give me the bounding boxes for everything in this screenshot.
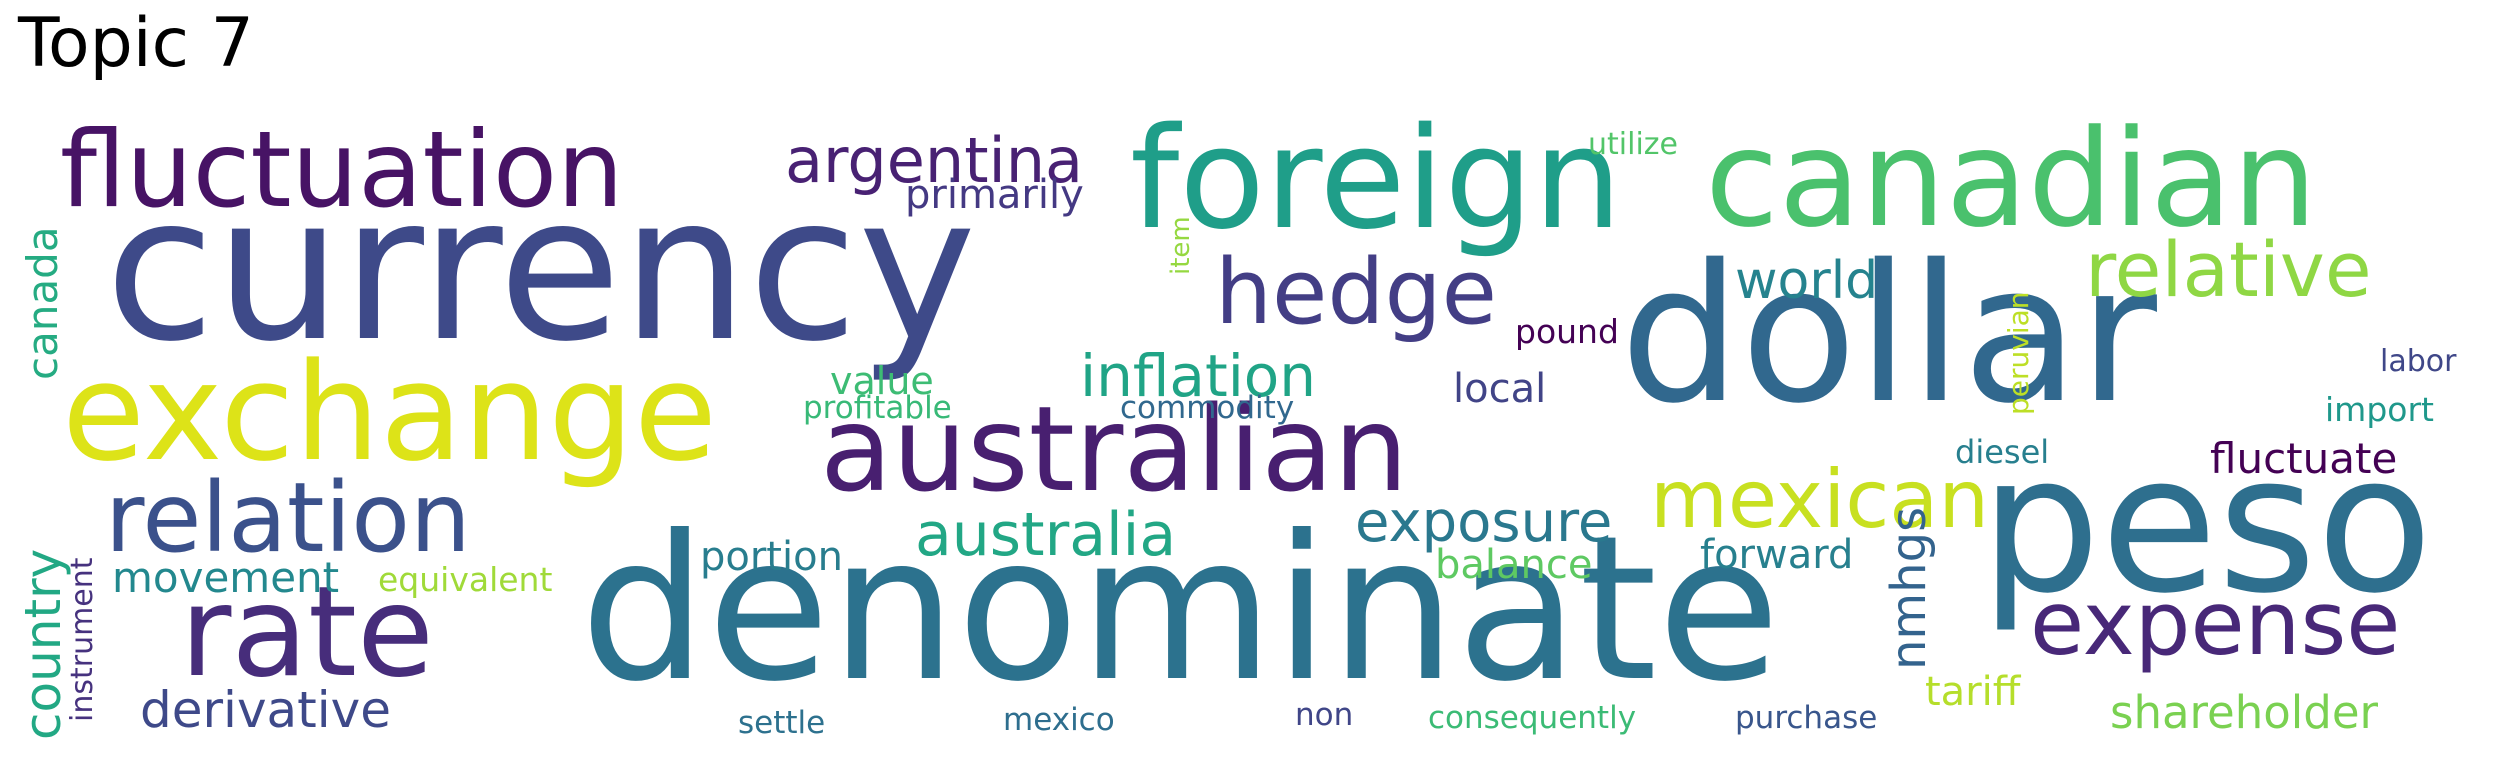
- word-denominate: denominate: [580, 493, 1781, 726]
- word-canadian: canadian: [1705, 101, 2318, 257]
- word-currency: currency: [105, 153, 977, 386]
- word-nmhgs: nmhgs: [1881, 506, 1937, 670]
- word-equivalent: equivalent: [378, 560, 553, 599]
- word-foreign: foreign: [1130, 98, 1623, 261]
- word-mexican: mexican: [1650, 453, 1990, 546]
- word-fluctuation: fluctuation: [60, 109, 624, 231]
- word-exchange: exchange: [62, 334, 718, 491]
- word-labor: labor: [2380, 344, 2457, 379]
- word-import: import: [2325, 390, 2434, 429]
- word-fluctuate: fluctuate: [2210, 434, 2398, 483]
- word-instrument: instrument: [65, 557, 100, 722]
- word-derivative: derivative: [140, 681, 392, 739]
- word-australian: australian: [820, 380, 1409, 518]
- word-commodity: commodity: [1120, 390, 1295, 426]
- word-movement: movement: [112, 553, 340, 602]
- word-local: local: [1453, 366, 1547, 412]
- word-argentina: argentina: [785, 124, 1084, 197]
- word-relative: relative: [2085, 225, 2372, 314]
- word-relation: relation: [105, 462, 471, 574]
- word-settle: settle: [738, 705, 826, 741]
- word-australia: australia: [915, 500, 1177, 570]
- word-consequently: consequently: [1428, 700, 1637, 736]
- word-inflation: inflation: [1080, 342, 1317, 410]
- word-purchase: purchase: [1735, 700, 1878, 736]
- word-value: value: [830, 359, 934, 403]
- word-canada: canada: [18, 226, 67, 380]
- word-primarily: primarily: [905, 172, 1084, 218]
- word-country: country: [14, 548, 72, 740]
- word-tariff: tariff: [1925, 669, 2021, 715]
- word-peruvian: peruvian: [2002, 291, 2035, 415]
- word-rate: rate: [180, 560, 434, 705]
- word-pound: pound: [1515, 312, 1619, 351]
- word-non: non: [1295, 697, 1354, 733]
- word-diesel: diesel: [1955, 433, 2050, 471]
- word-peso: peso: [1980, 414, 2433, 635]
- word-expense: expense: [2030, 572, 2401, 675]
- word-profitable: profitable: [803, 390, 952, 426]
- topic-title: Topic 7: [18, 4, 254, 83]
- word-balance: balance: [1435, 542, 1593, 588]
- word-forward: forward: [1700, 532, 1854, 578]
- word-utilize: utilize: [1588, 127, 1678, 162]
- word-mexico: mexico: [1003, 702, 1115, 738]
- word-hedge: hedge: [1215, 240, 1498, 345]
- word-world: world: [1735, 251, 1879, 311]
- word-exposure: exposure: [1355, 490, 1613, 555]
- word-item: item: [1166, 216, 1196, 275]
- word-portion: portion: [700, 534, 843, 580]
- word-dollar: dollar: [1620, 224, 2157, 445]
- word-shareholder: shareholder: [2110, 686, 2379, 739]
